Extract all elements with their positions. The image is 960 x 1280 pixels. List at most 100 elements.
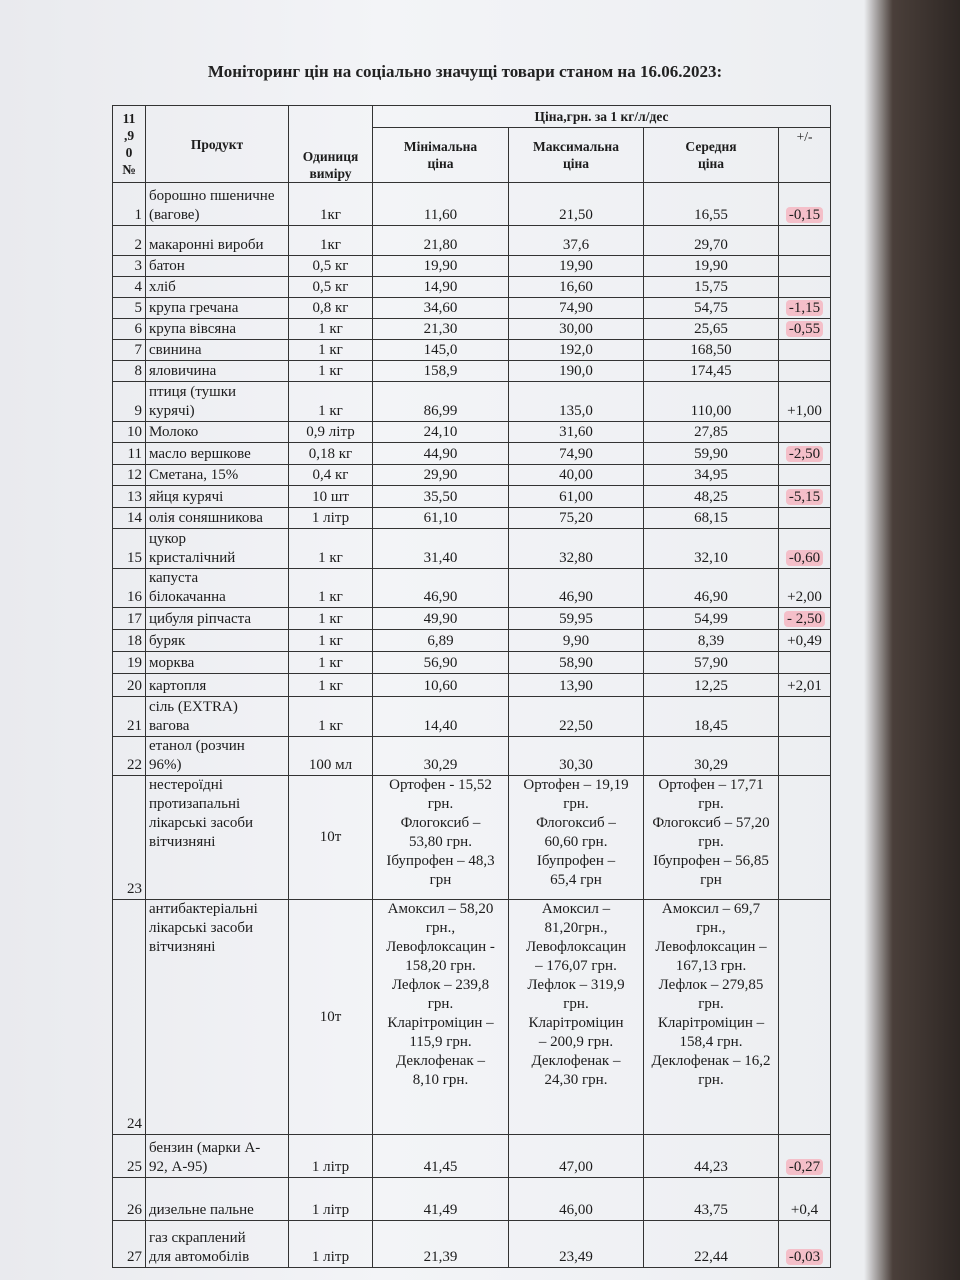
cell-min: 35,50 <box>372 485 509 508</box>
change-value: -0,15 <box>785 207 824 223</box>
change-value: -1,15 <box>785 300 824 316</box>
table-row: 10 Молоко 0,9 літр 24,10 31,60 27,85 <box>112 421 832 443</box>
cell-avg: 8,39 <box>643 629 779 652</box>
cell-no: 7 <box>112 339 146 361</box>
cell-unit: 1 кг <box>288 673 373 697</box>
cell-unit: 1 кг <box>288 696 373 737</box>
cell-min: 11,60 <box>372 182 509 226</box>
cell-unit: 1 літр <box>288 1134 373 1178</box>
cell-no: 24 <box>112 899 146 1135</box>
cell-min: 86,99 <box>372 381 509 422</box>
cell-max: Ортофен – 19,19 грн. Флогоксиб – 60,60 г… <box>508 775 644 900</box>
cell-change <box>777 775 832 900</box>
header-change: +/- <box>777 127 832 183</box>
cell-unit: 0,8 кг <box>288 297 373 319</box>
cell-avg: 15,75 <box>643 276 779 298</box>
cell-no: 1 <box>112 182 146 226</box>
cell-change <box>777 696 832 737</box>
cell-max: 74,90 <box>508 442 644 465</box>
table-row: 14 олія соняшникова 1 літр 61,10 75,20 68,15 <box>112 507 832 529</box>
cell-change: +0,49 <box>777 629 832 652</box>
cell-avg: 54,75 <box>643 297 779 319</box>
cell-avg: 32,10 <box>643 528 779 569</box>
table-row: 8 яловичина 1 кг 158,9 190,0 174,45 <box>112 360 832 382</box>
cell-product: цукор кристалічний <box>145 528 289 569</box>
table-row: 7 свинина 1 кг 145,0 192,0 168,50 <box>112 339 832 361</box>
change-value: -0,55 <box>785 321 824 337</box>
cell-min: 19,90 <box>372 255 509 277</box>
cell-unit: 1 кг <box>288 651 373 674</box>
cell-change: +2,00 <box>777 568 832 608</box>
cell-change <box>777 360 832 382</box>
table-row: 27 газ скраплений для автомобілів 1 літр 21… <box>112 1220 832 1268</box>
cell-avg: 18,45 <box>643 696 779 737</box>
cell-change <box>777 899 832 1135</box>
cell-avg: 68,15 <box>643 507 779 529</box>
cell-max: Амоксил – 81,20грн., Левофлоксацин – 176… <box>508 899 644 1135</box>
cell-product: морква <box>145 651 289 674</box>
cell-avg: 44,23 <box>643 1134 779 1178</box>
cell-max: 30,30 <box>508 736 644 776</box>
cell-avg: 174,45 <box>643 360 779 382</box>
cell-no: 27 <box>112 1220 146 1268</box>
change-value: -2,50 <box>785 446 824 462</box>
cell-product: яйця курячі <box>145 485 289 508</box>
cell-no: 26 <box>112 1177 146 1221</box>
cell-max: 47,00 <box>508 1134 644 1178</box>
change-value: - 2,50 <box>784 611 826 627</box>
cell-product: дизельне пальне <box>145 1177 289 1221</box>
table-row: 5 крупа гречана 0,8 кг 34,60 74,90 54,75 -1,15 <box>112 297 832 319</box>
cell-avg: 168,50 <box>643 339 779 361</box>
cell-unit: 1 кг <box>288 568 373 608</box>
cell-no: 19 <box>112 651 146 674</box>
cell-no: 22 <box>112 736 146 776</box>
cell-avg: 46,90 <box>643 568 779 608</box>
cell-no: 10 <box>112 421 146 443</box>
cell-min: 30,29 <box>372 736 509 776</box>
header-avg: Середня ціна <box>643 127 779 183</box>
cell-product: газ скраплений для автомобілів <box>145 1220 289 1268</box>
cell-avg: 19,90 <box>643 255 779 277</box>
table-row: 26 дизельне пальне 1 літр 41,49 46,00 43,75 +0… <box>112 1177 832 1221</box>
cell-product: Сметана, 15% <box>145 464 289 486</box>
cell-max: 22,50 <box>508 696 644 737</box>
cell-product: свинина <box>145 339 289 361</box>
cell-min: 10,60 <box>372 673 509 697</box>
table-row: 17 цибуля ріпчаста 1 кг 49,90 59,95 54,99 - 2,… <box>112 607 832 630</box>
cell-unit: 10т <box>288 899 373 1135</box>
cell-avg: 16,55 <box>643 182 779 226</box>
cell-change: -0,15 <box>777 182 832 226</box>
cell-unit: 1кг <box>288 225 373 256</box>
cell-product: масло вершкове <box>145 442 289 465</box>
cell-product: батон <box>145 255 289 277</box>
cell-min: Ортофен - 15,52 грн. Флогоксиб – 53,80 г… <box>372 775 509 900</box>
cell-no: 9 <box>112 381 146 422</box>
cell-change: +2,01 <box>777 673 832 697</box>
table-row: 9 птиця (тушки курячі) 1 кг 86,99 135,0 110,0… <box>112 381 832 422</box>
cell-min: 41,45 <box>372 1134 509 1178</box>
cell-min: Амоксил – 58,20 грн., Левофлоксацин - 15… <box>372 899 509 1135</box>
cell-unit: 0,9 літр <box>288 421 373 443</box>
cell-unit: 1 кг <box>288 607 373 630</box>
cell-product: картопля <box>145 673 289 697</box>
cell-avg: 34,95 <box>643 464 779 486</box>
cell-change <box>777 507 832 529</box>
table-row: 21 сіль (EXTRA) вагова 1 кг 14,40 22,50 18,45 <box>112 696 832 737</box>
cell-product: олія соняшникова <box>145 507 289 529</box>
cell-min: 56,90 <box>372 651 509 674</box>
cell-product: нестероїдні протизапальні лікарські засо… <box>145 775 289 900</box>
cell-min: 21,39 <box>372 1220 509 1268</box>
cell-no: 23 <box>112 775 146 900</box>
table-row: 6 крупа вівсяна 1 кг 21,30 30,00 25,65 -0,55 <box>112 318 832 340</box>
cell-max: 31,60 <box>508 421 644 443</box>
cell-product: яловичина <box>145 360 289 382</box>
cell-no: 15 <box>112 528 146 569</box>
cell-unit: 0,5 кг <box>288 255 373 277</box>
cell-product: антибактеріальні лікарські засоби вітчиз… <box>145 899 289 1135</box>
cell-max: 190,0 <box>508 360 644 382</box>
cell-avg: 43,75 <box>643 1177 779 1221</box>
cell-change <box>777 276 832 298</box>
cell-avg: 27,85 <box>643 421 779 443</box>
cell-change: -2,50 <box>777 442 832 465</box>
